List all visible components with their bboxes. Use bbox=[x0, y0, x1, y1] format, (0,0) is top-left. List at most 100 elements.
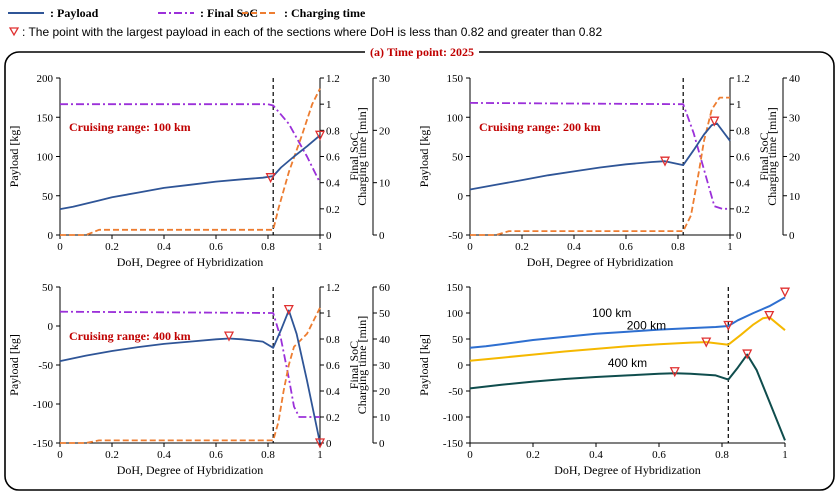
charts: 0 0.2 0.4 0.6 0.8 1 DoH, Degree of Hybridizati… bbox=[7, 73, 801, 477]
y-tick-label: -50 bbox=[448, 230, 463, 242]
y-tick-label: 150 bbox=[37, 112, 54, 124]
y-tick-label: -150 bbox=[443, 438, 464, 450]
x-tick-label: 0 bbox=[467, 449, 473, 461]
series-line-2 bbox=[469, 316, 786, 362]
legend: : Payload : Final SoC : Charging time : … bbox=[8, 6, 602, 39]
charging-tick-label: 30 bbox=[379, 360, 391, 372]
charging-tick-label: 20 bbox=[789, 152, 801, 164]
charging-tick-label: 10 bbox=[789, 191, 801, 203]
x-tick-label: 1 bbox=[317, 241, 323, 253]
x-tick-label: 1 bbox=[317, 449, 323, 461]
soc-tick-label: 0.8 bbox=[326, 334, 340, 346]
series-line-3 bbox=[469, 353, 786, 441]
max-payload-marker bbox=[659, 156, 671, 167]
soc-axis-label: Final SoC bbox=[347, 341, 361, 389]
x-tick-label: 0 bbox=[57, 449, 63, 461]
panel-1: 0 0.2 0.4 0.6 0.8 1 DoH, Degree of Hybridizati… bbox=[7, 73, 391, 269]
y-tick-label: 100 bbox=[37, 152, 54, 164]
legend-marker-icon bbox=[8, 27, 20, 37]
charging-tick-label: 20 bbox=[379, 125, 391, 137]
charging-tick-label: 50 bbox=[379, 308, 391, 320]
soc-tick-label: 1 bbox=[326, 308, 332, 320]
x-tick-label: 0.4 bbox=[157, 449, 171, 461]
charging-tick-label: 10 bbox=[379, 412, 391, 424]
max-payload-marker bbox=[314, 130, 326, 141]
payload-line bbox=[59, 134, 321, 210]
y-axis-label: Payload [kg] bbox=[7, 334, 21, 396]
soc-tick-label: 0.6 bbox=[736, 152, 750, 164]
soc-tick-label: 0.2 bbox=[736, 204, 750, 216]
charging-time-line bbox=[60, 307, 321, 444]
charging-tick-label: 30 bbox=[789, 112, 801, 124]
max-payload-marker bbox=[742, 349, 753, 360]
soc-tick-label: 0.6 bbox=[326, 152, 340, 164]
y-tick-label: 50 bbox=[42, 191, 54, 203]
x-tick-label: 1 bbox=[727, 241, 733, 253]
charging-axis-label: Charging time [min] bbox=[765, 107, 779, 205]
y-tick-label: 0 bbox=[458, 191, 464, 203]
y-tick-label: 50 bbox=[452, 334, 464, 346]
max-payload-marker bbox=[709, 116, 720, 127]
max-payload-marker bbox=[314, 438, 326, 449]
legend-marker-note: : The point with the largest payload in … bbox=[22, 25, 602, 39]
max-payload-marker bbox=[283, 304, 294, 316]
soc-tick-label: 0.4 bbox=[326, 386, 340, 398]
soc-tick-label: 0 bbox=[736, 230, 742, 242]
soc-tick-label: 0.4 bbox=[326, 178, 340, 190]
final-soc-line bbox=[60, 103, 321, 184]
y-tick-label: 50 bbox=[42, 282, 54, 294]
charging-axis-label: Charging time [min] bbox=[355, 316, 369, 414]
x-tick-label: 0.2 bbox=[105, 449, 119, 461]
charging-tick-label: 40 bbox=[789, 73, 801, 85]
x-axis-label: DoH, Degree of Hybridization bbox=[527, 255, 674, 269]
series-label-2: 200 km bbox=[627, 319, 666, 333]
soc-tick-label: 0.2 bbox=[326, 204, 340, 216]
x-tick-label: 0.6 bbox=[209, 449, 223, 461]
x-tick-label: 0.6 bbox=[209, 241, 223, 253]
panel-3: 0 0.2 0.4 0.6 0.8 1 DoH, Degree of Hybridizati… bbox=[7, 282, 391, 477]
max-payload-marker bbox=[764, 310, 775, 322]
max-payload-marker bbox=[223, 331, 235, 342]
y-tick-label: 100 bbox=[447, 308, 464, 320]
panel-2: 0 0.2 0.4 0.6 0.8 1 DoH, Degree of Hybridizati… bbox=[417, 73, 801, 269]
max-payload-marker bbox=[779, 287, 791, 298]
series-line-1 bbox=[469, 296, 786, 349]
panel-4: 0 0.2 0.4 0.6 0.8 1 DoH, Degree of Hybridizati… bbox=[417, 282, 791, 477]
x-tick-label: 0.4 bbox=[567, 241, 581, 253]
soc-tick-label: 0.8 bbox=[736, 125, 750, 137]
y-tick-label: -100 bbox=[443, 412, 464, 424]
soc-tick-label: 0.8 bbox=[326, 125, 340, 137]
x-tick-label: 0.8 bbox=[261, 241, 275, 253]
charging-time-line bbox=[60, 88, 321, 236]
x-axis-label: DoH, Degree of Hybridization bbox=[117, 463, 264, 477]
charging-tick-label: 10 bbox=[379, 178, 391, 190]
charging-tick-label: 0 bbox=[379, 230, 385, 242]
x-tick-label: 0 bbox=[57, 241, 63, 253]
soc-tick-label: 0 bbox=[326, 438, 332, 450]
y-axis-label: Payload [kg] bbox=[417, 334, 431, 396]
final-soc-line bbox=[469, 102, 730, 210]
x-tick-label: 0.2 bbox=[515, 241, 529, 253]
x-tick-label: 0.8 bbox=[715, 449, 729, 461]
soc-tick-label: 1.2 bbox=[736, 73, 750, 85]
y-axis-label: Payload [kg] bbox=[417, 126, 431, 188]
y-tick-label: -100 bbox=[33, 399, 54, 411]
x-axis-label: DoH, Degree of Hybridization bbox=[554, 463, 701, 477]
charging-tick-label: 40 bbox=[379, 334, 391, 346]
charging-tick-label: 0 bbox=[379, 438, 385, 450]
y-tick-label: 200 bbox=[37, 73, 54, 85]
final-soc-line bbox=[59, 310, 320, 418]
y-tick-label: -50 bbox=[38, 360, 53, 372]
y-tick-label: -50 bbox=[448, 386, 463, 398]
y-tick-label: 0 bbox=[48, 230, 54, 242]
soc-tick-label: 0 bbox=[326, 230, 332, 242]
charging-tick-label: 30 bbox=[379, 73, 391, 85]
legend-payload-label: : Payload bbox=[50, 6, 99, 20]
y-axis-label: Payload [kg] bbox=[7, 126, 21, 188]
legend-charging-label: : Charging time bbox=[284, 6, 366, 20]
y-tick-label: 150 bbox=[447, 282, 464, 294]
x-tick-label: 0.6 bbox=[619, 241, 633, 253]
charging-time-line bbox=[470, 96, 730, 236]
y-tick-label: 50 bbox=[452, 152, 464, 164]
charging-tick-label: 20 bbox=[379, 386, 391, 398]
